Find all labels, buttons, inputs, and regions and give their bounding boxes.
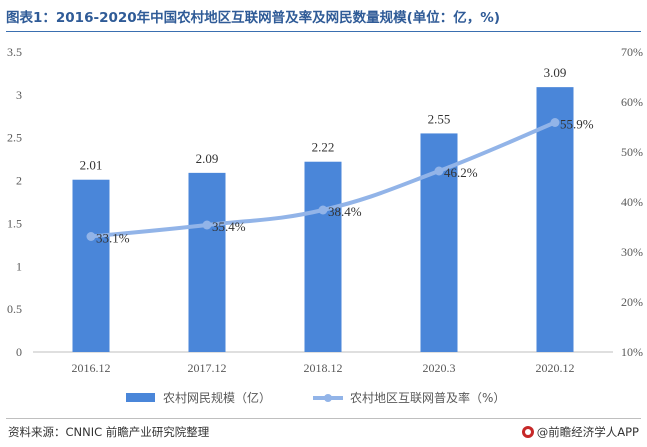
y-left-tick-label: 0 bbox=[16, 345, 22, 359]
bar-value-label: 2.01 bbox=[80, 158, 103, 173]
brand-credit: @前瞻经济学人APP bbox=[521, 421, 639, 443]
chart-legend: 农村网民规模（亿） 农村地区互联网普及率（%） bbox=[126, 390, 505, 405]
line-point bbox=[434, 166, 444, 176]
x-tick-label: 2018.12 bbox=[304, 361, 343, 375]
x-tick-label: 2020.3 bbox=[423, 361, 456, 375]
y-left-tick-label: 1.5 bbox=[7, 216, 22, 230]
line-point bbox=[318, 205, 328, 215]
bar bbox=[536, 87, 574, 353]
x-tick-label: 2017.12 bbox=[188, 361, 227, 375]
line-series bbox=[86, 118, 560, 241]
y-right-tick-label: 10% bbox=[621, 345, 643, 359]
legend-line-label: 农村地区互联网普及率（%） bbox=[350, 390, 505, 405]
y-right-tick-label: 40% bbox=[621, 195, 643, 209]
bar-series bbox=[72, 87, 574, 353]
bar bbox=[188, 172, 226, 352]
bar-value-label: 2.22 bbox=[312, 140, 335, 155]
data-labels: 2.01 2.09 2.22 2.55 3.09 33.1% 35.4% 38.4% 46.2%… bbox=[80, 65, 594, 245]
y-right-tick-label: 60% bbox=[621, 95, 643, 109]
legend-bar-label: 农村网民规模（亿） bbox=[163, 390, 271, 405]
line-point bbox=[202, 220, 212, 230]
footer-divider bbox=[6, 418, 641, 419]
y-left-tick-label: 3 bbox=[16, 88, 22, 102]
bar bbox=[304, 161, 342, 352]
y-left-tick-label: 2.5 bbox=[7, 131, 22, 145]
bar-value-label: 2.55 bbox=[428, 111, 451, 126]
line-value-label: 35.4% bbox=[212, 219, 246, 234]
y-left-tick-label: 1 bbox=[16, 259, 22, 273]
bar-value-label: 3.09 bbox=[544, 65, 567, 80]
brand-text: @前瞻经济学人APP bbox=[536, 425, 639, 439]
y-right-tick-label: 70% bbox=[621, 45, 643, 59]
y-right-tick-label: 30% bbox=[621, 245, 643, 259]
line-value-label: 33.1% bbox=[96, 231, 130, 246]
legend-bar-swatch bbox=[126, 393, 155, 402]
title-divider bbox=[6, 31, 641, 32]
legend-line-marker bbox=[324, 394, 332, 402]
line-value-label: 55.9% bbox=[560, 117, 594, 132]
qianzhan-logo-icon bbox=[521, 426, 534, 438]
bar-value-label: 2.09 bbox=[196, 151, 219, 166]
y-right-tick-label: 20% bbox=[621, 295, 643, 309]
x-tick-label: 2016.12 bbox=[72, 361, 111, 375]
line-point bbox=[86, 232, 96, 241]
combo-chart: 0 0.5 1 1.5 2 2.5 3 3.5 10% 20% 30% 40% 50% 60% 70% 201… bbox=[7, 45, 643, 405]
chart-title: 图表1：2016-2020年中国农村地区互联网普及率及网民数量规模(单位：亿，%… bbox=[6, 10, 501, 26]
y-left-tick-label: 0.5 bbox=[7, 302, 22, 316]
y-left-tick-label: 2 bbox=[16, 174, 22, 188]
line-value-label: 46.2% bbox=[444, 165, 478, 180]
y-left-tick-label: 3.5 bbox=[7, 45, 22, 59]
x-tick-label: 2020.12 bbox=[536, 361, 575, 375]
line-value-label: 38.4% bbox=[328, 204, 362, 219]
source-note: 资料来源：CNNIC 前瞻产业研究院整理 bbox=[8, 425, 210, 439]
y-right-tick-label: 50% bbox=[621, 145, 643, 159]
line-point bbox=[550, 118, 560, 127]
chart-axes: 0 0.5 1 1.5 2 2.5 3 3.5 10% 20% 30% 40% 50% 60% 70% 201… bbox=[7, 45, 643, 375]
bar bbox=[72, 179, 110, 352]
